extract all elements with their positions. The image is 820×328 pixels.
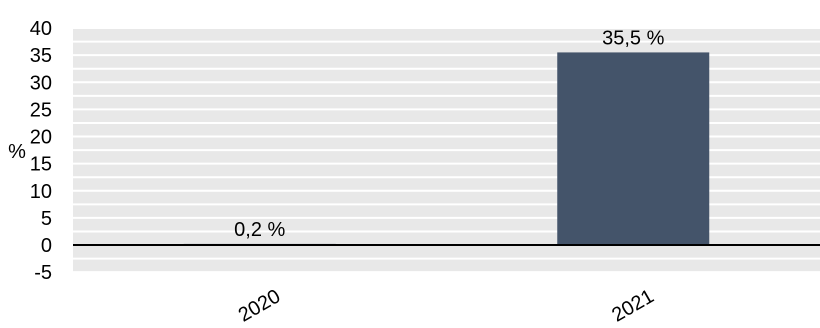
x-category-label: 2021 [608, 285, 658, 326]
bar-2021 [557, 52, 710, 245]
y-tick-label: 25 [30, 99, 52, 121]
data-label-2020: 0,2 % [234, 219, 285, 241]
y-tick-label: 5 [41, 208, 52, 230]
y-axis-title: % [8, 141, 26, 163]
data-labels: 0,2 % 35,5 % [234, 27, 664, 241]
y-tick-label: 35 [30, 45, 52, 67]
y-tick-label: 0 [41, 235, 52, 257]
x-category-label: 2020 [235, 285, 285, 326]
x-axis-labels: 2020 2021 [235, 285, 658, 326]
y-tick-label: 30 [30, 72, 52, 94]
bars [183, 52, 710, 245]
data-label-2021: 35,5 % [602, 27, 664, 49]
y-tick-label: 15 [30, 154, 52, 176]
y-tick-label: 20 [30, 127, 52, 149]
y-tick-label: 10 [30, 181, 52, 203]
y-tick-label: -5 [34, 262, 52, 284]
y-tick-label: 40 [30, 18, 52, 40]
y-axis-ticks: 40 35 30 25 20 15 10 5 0 -5 [30, 18, 52, 284]
